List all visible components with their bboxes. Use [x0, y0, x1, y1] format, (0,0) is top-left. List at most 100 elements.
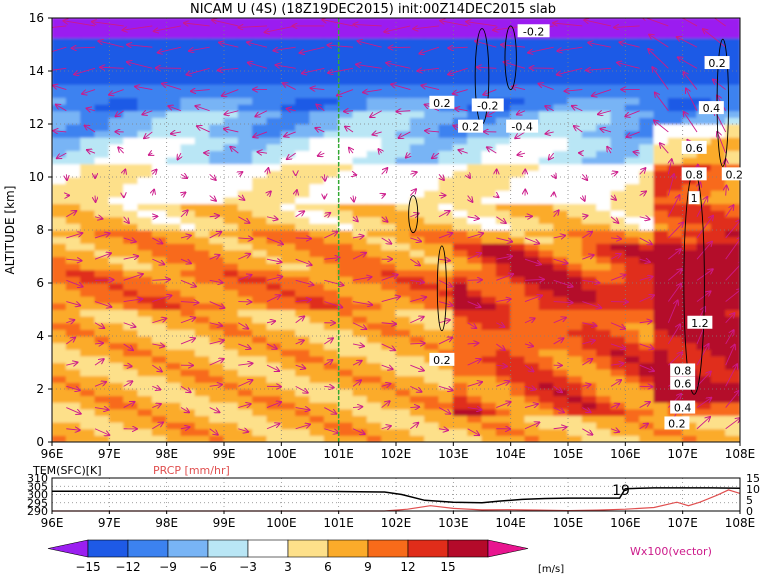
field-cell [123, 77, 139, 85]
field-cell [452, 355, 469, 363]
wind-vector [610, 380, 621, 387]
temp-tick-label: 310 [27, 472, 48, 485]
field-cell [194, 130, 211, 138]
field-cell [123, 169, 139, 178]
field-cell [639, 295, 655, 304]
field-cell [123, 163, 139, 171]
field-cell [467, 229, 483, 238]
y-tick-label: 2 [36, 382, 44, 396]
field-cell [624, 275, 641, 284]
field-cell [510, 269, 526, 277]
wind-vector [352, 407, 362, 408]
field-cell [639, 110, 655, 118]
field-cell [710, 222, 727, 231]
field-cell [581, 123, 598, 132]
field-cell [194, 401, 211, 410]
field-cell [596, 434, 612, 442]
field-cell [624, 70, 641, 79]
wind-vector [406, 153, 411, 157]
field-cell [553, 50, 569, 59]
wind-vector [496, 256, 512, 259]
field-cell [725, 421, 740, 430]
field-cell [338, 415, 354, 423]
field-cell [309, 362, 325, 370]
field-cell [280, 242, 297, 251]
field-cell [725, 249, 740, 257]
field-cell [223, 176, 239, 185]
field-cell [610, 50, 626, 59]
wind-vector [634, 152, 640, 153]
field-cell [424, 348, 440, 357]
field-cell [639, 381, 655, 390]
field-cell [710, 90, 727, 98]
field-cell [252, 30, 268, 39]
field-cell [180, 388, 196, 397]
field-cell [52, 249, 67, 257]
field-cell [424, 428, 440, 436]
field-cell [338, 309, 354, 317]
field-cell [266, 249, 282, 257]
field-cell [553, 428, 569, 436]
wind-vector [410, 385, 421, 391]
wind-vector [668, 159, 671, 175]
svg-text:0.2: 0.2 [433, 354, 451, 367]
field-cell [295, 302, 311, 310]
field-cell [567, 77, 583, 85]
field-cell [510, 229, 526, 238]
field-cell [366, 342, 383, 350]
field-cell [710, 269, 727, 277]
field-cell [596, 130, 612, 138]
field-cell [309, 401, 325, 410]
wind-vector [180, 235, 191, 237]
field-cell [567, 368, 583, 377]
field-cell [366, 196, 383, 204]
field-cell [553, 110, 569, 118]
field-cell [696, 236, 712, 244]
wind-vector [496, 365, 507, 366]
field-cell [710, 196, 727, 204]
field-cell [438, 90, 454, 98]
field-cell [323, 408, 340, 416]
field-cell [381, 156, 397, 165]
field-cell [309, 196, 325, 204]
field-cell [481, 209, 497, 218]
field-cell [538, 150, 555, 158]
field-cell [137, 44, 153, 52]
field-cell [452, 37, 469, 45]
field-cell [237, 156, 254, 165]
field-cell [610, 242, 626, 251]
field-cell [696, 209, 712, 218]
field-cell [395, 395, 411, 403]
field-cell [510, 242, 526, 251]
field-cell [366, 150, 383, 158]
field-cell [209, 189, 225, 198]
field-cell [653, 355, 669, 363]
wind-vector [267, 168, 268, 175]
field-cell [194, 183, 211, 191]
colorbar-label: 3 [284, 560, 292, 574]
field-cell [596, 156, 612, 165]
field-cell [438, 163, 454, 171]
field-cell [295, 242, 311, 251]
field-cell [65, 57, 82, 65]
field-cell [151, 216, 168, 224]
field-cell [151, 176, 168, 185]
field-cell [653, 110, 669, 118]
field-cell [123, 415, 139, 423]
wind-vector [554, 210, 559, 218]
wind-vector [324, 386, 333, 387]
wind-vector [582, 359, 592, 366]
field-cell [452, 57, 469, 65]
field-cell [653, 434, 669, 442]
field-cell [266, 116, 282, 125]
field-cell [252, 375, 268, 383]
field-cell [696, 97, 712, 105]
surface-x-tick-label: 98E [155, 516, 178, 530]
field-cell [424, 421, 440, 430]
field-cell [295, 322, 311, 330]
field-cell [352, 18, 368, 26]
field-cell [108, 143, 125, 151]
wind-vector [324, 258, 339, 260]
field-cell [223, 229, 239, 238]
wind-vector [553, 318, 566, 324]
